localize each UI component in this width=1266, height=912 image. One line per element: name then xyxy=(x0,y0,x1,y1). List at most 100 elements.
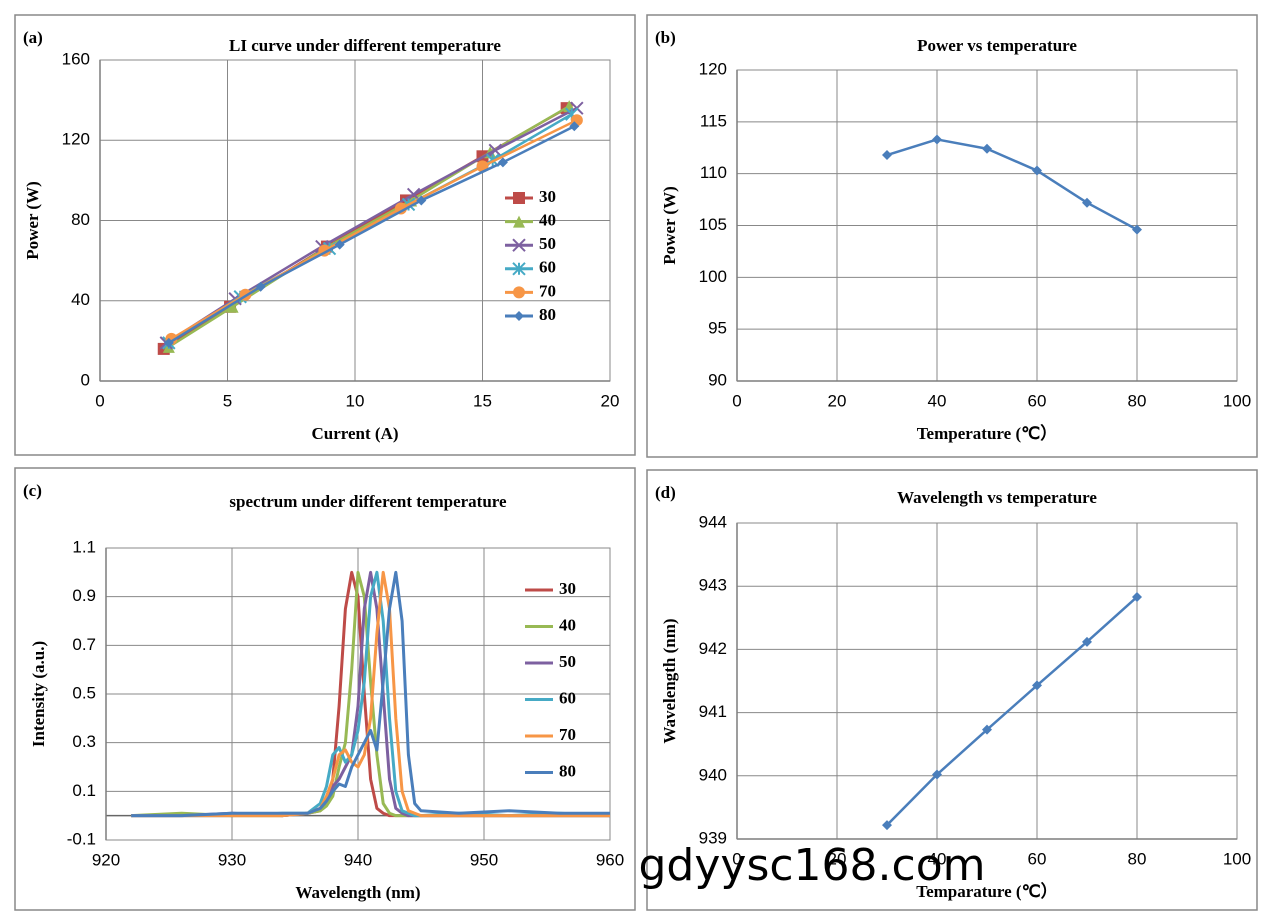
y-axis-label: Power (W) xyxy=(23,181,42,260)
marker xyxy=(488,143,502,157)
x-axis-label: Current (A) xyxy=(311,424,398,443)
marker xyxy=(513,192,525,204)
y-tick-label: 0.3 xyxy=(72,732,96,751)
marker xyxy=(569,121,580,132)
chart-title: Power vs temperature xyxy=(917,36,1077,55)
y-tick-label: 40 xyxy=(71,290,90,309)
panel-frame xyxy=(646,469,1258,911)
x-tick-label: 20 xyxy=(828,849,847,868)
y-tick-label: 943 xyxy=(699,576,727,595)
plot-border xyxy=(105,547,611,841)
chart-title: Wavelength vs temperature xyxy=(897,488,1097,507)
legend-label: 70 xyxy=(539,281,556,300)
series-line xyxy=(170,119,578,340)
marker xyxy=(497,157,508,168)
marker xyxy=(882,150,892,161)
y-tick-label: 940 xyxy=(699,765,727,784)
marker xyxy=(513,215,525,228)
marker xyxy=(514,311,524,321)
series-line xyxy=(886,138,1138,231)
x-tick-label: 10 xyxy=(346,391,365,410)
marker xyxy=(512,238,526,252)
marker xyxy=(1082,636,1092,647)
y-tick-label: 939 xyxy=(699,828,727,847)
marker xyxy=(932,769,942,780)
marker xyxy=(1082,197,1092,208)
x-tick-label: 40 xyxy=(928,849,947,868)
y-tick-label: 115 xyxy=(700,111,727,130)
marker xyxy=(255,281,266,292)
marker xyxy=(1132,224,1142,235)
legend-label: 60 xyxy=(539,258,556,277)
y-tick-label: 0.7 xyxy=(72,635,96,654)
x-tick-label: 960 xyxy=(596,850,624,869)
x-axis-label: Temparature (℃） xyxy=(916,881,1057,901)
y-tick-label: 0 xyxy=(81,370,90,389)
legend-label: 80 xyxy=(559,761,576,780)
panel-frame xyxy=(14,467,636,911)
y-tick-label: 0.1 xyxy=(72,781,96,800)
x-tick-label: 940 xyxy=(344,850,372,869)
plot-border xyxy=(99,59,611,382)
x-tick-label: 0 xyxy=(732,391,741,410)
marker xyxy=(1132,591,1142,602)
marker xyxy=(334,239,345,250)
y-tick-label: 95 xyxy=(708,319,727,338)
y-tick-label: 105 xyxy=(699,215,727,234)
y-tick-label: 110 xyxy=(700,163,727,182)
legend-label: 70 xyxy=(559,725,576,744)
y-tick-label: -0.1 xyxy=(67,829,96,848)
plot-border xyxy=(736,522,1238,840)
panel-frame xyxy=(646,14,1258,458)
legend-label: 30 xyxy=(539,187,556,206)
x-tick-label: 15 xyxy=(473,391,492,410)
x-tick-label: 930 xyxy=(218,850,246,869)
panel-label: (b) xyxy=(655,28,676,47)
legend-label: 60 xyxy=(559,688,576,707)
y-tick-label: 0.5 xyxy=(72,683,96,702)
x-tick-label: 950 xyxy=(470,850,498,869)
marker xyxy=(416,195,427,206)
plot-border xyxy=(736,69,1238,382)
legend-label: 80 xyxy=(539,305,556,324)
marker xyxy=(513,286,525,299)
y-tick-label: 160 xyxy=(62,49,90,68)
y-tick-label: 80 xyxy=(71,210,90,229)
y-tick-label: 100 xyxy=(699,267,727,286)
panel-frame xyxy=(14,14,636,456)
x-tick-label: 20 xyxy=(601,391,620,410)
marker xyxy=(982,724,992,735)
x-tick-label: 80 xyxy=(1128,849,1147,868)
panel-label: (c) xyxy=(23,481,42,500)
x-tick-label: 100 xyxy=(1223,391,1251,410)
y-tick-label: 944 xyxy=(699,512,727,531)
x-axis-label: Wavelength (nm) xyxy=(295,883,420,902)
legend-label: 40 xyxy=(539,211,556,230)
y-tick-label: 941 xyxy=(699,702,727,721)
marker xyxy=(932,134,942,145)
marker xyxy=(1032,165,1042,176)
panel-label: (d) xyxy=(655,483,676,502)
marker xyxy=(882,820,892,831)
x-tick-label: 60 xyxy=(1028,391,1047,410)
x-tick-label: 0 xyxy=(732,849,741,868)
y-tick-label: 120 xyxy=(62,130,90,149)
x-tick-label: 100 xyxy=(1223,849,1251,868)
y-tick-label: 90 xyxy=(708,370,727,389)
legend-label: 30 xyxy=(559,579,576,598)
marker xyxy=(512,262,526,276)
x-tick-label: 20 xyxy=(828,391,847,410)
legend-label: 40 xyxy=(559,615,576,634)
x-tick-label: 0 xyxy=(95,391,104,410)
x-tick-label: 60 xyxy=(1028,849,1047,868)
panel-label: (a) xyxy=(23,28,43,47)
y-tick-label: 120 xyxy=(699,59,727,78)
marker xyxy=(163,337,174,348)
x-tick-label: 5 xyxy=(223,391,232,410)
marker xyxy=(394,202,407,215)
series-line xyxy=(168,105,570,348)
marker xyxy=(226,300,239,313)
x-tick-label: 920 xyxy=(92,850,120,869)
series-line xyxy=(168,125,575,344)
y-tick-label: 0.9 xyxy=(72,586,96,605)
